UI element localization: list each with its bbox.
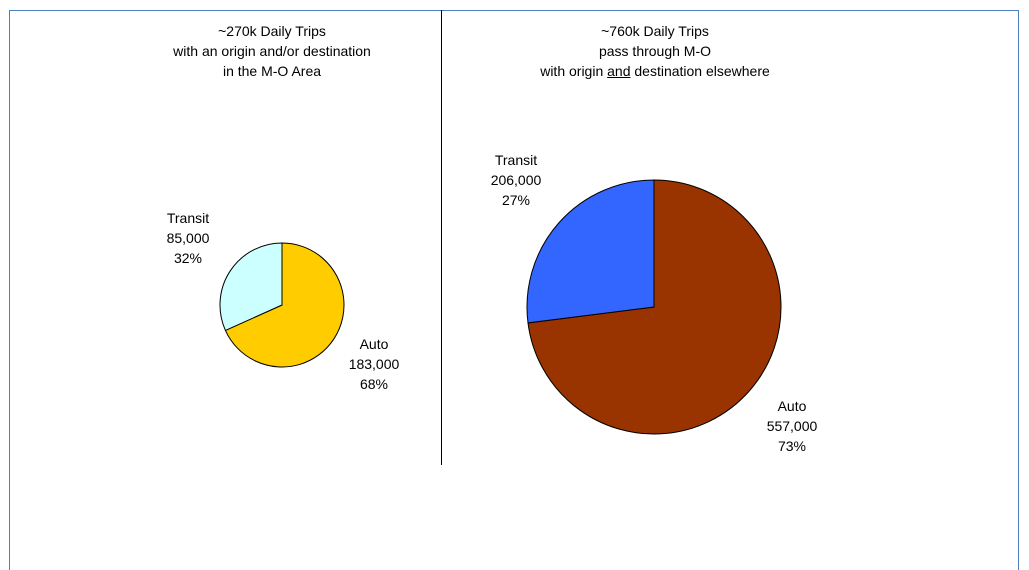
left-auto-name: Auto xyxy=(359,336,389,352)
right-auto-value: 557,000 xyxy=(766,418,818,434)
left-auto-percent: 68% xyxy=(359,376,389,392)
right-chart-title: ~760k Daily Trips pass through M-O with … xyxy=(510,21,800,81)
left-title-line-3: in the M-O Area xyxy=(222,63,322,79)
right-title-line-3: with origin and destination elsewhere xyxy=(510,61,800,81)
panel-divider xyxy=(441,10,442,465)
right-title-line-3-underlined: and xyxy=(607,63,631,79)
left-transit-label: Transit 85,000 32% xyxy=(158,208,218,268)
left-auto-label: Auto 183,000 68% xyxy=(334,334,414,394)
right-title-line-3b: destination elsewhere xyxy=(630,63,770,79)
left-title-line-1: ~270k Daily Trips xyxy=(218,23,326,39)
left-auto-value: 183,000 xyxy=(348,356,400,372)
right-transit-label: Transit 206,000 27% xyxy=(476,150,556,210)
right-pie-slice-transit xyxy=(526,179,655,324)
left-pie-slice-transit xyxy=(219,242,283,332)
right-title-line-1: ~760k Daily Trips xyxy=(601,23,709,39)
right-auto-percent: 73% xyxy=(777,438,807,454)
right-title-line-3a: with origin xyxy=(540,63,608,79)
right-transit-name: Transit xyxy=(494,152,538,168)
right-transit-value: 206,000 xyxy=(490,172,542,188)
chart-frame xyxy=(9,10,1019,570)
right-transit-percent: 27% xyxy=(501,192,531,208)
right-auto-label: Auto 557,000 73% xyxy=(752,396,832,456)
left-title-line-2: with an origin and/or destination xyxy=(173,43,371,59)
left-transit-value: 85,000 xyxy=(166,230,210,246)
left-transit-name: Transit xyxy=(166,210,210,226)
right-auto-name: Auto xyxy=(777,398,807,414)
right-title-line-2: pass through M-O xyxy=(598,43,712,59)
left-chart-title: ~270k Daily Trips with an origin and/or … xyxy=(141,21,403,81)
left-transit-percent: 32% xyxy=(173,250,203,266)
left-pie-slice-auto xyxy=(224,242,345,368)
